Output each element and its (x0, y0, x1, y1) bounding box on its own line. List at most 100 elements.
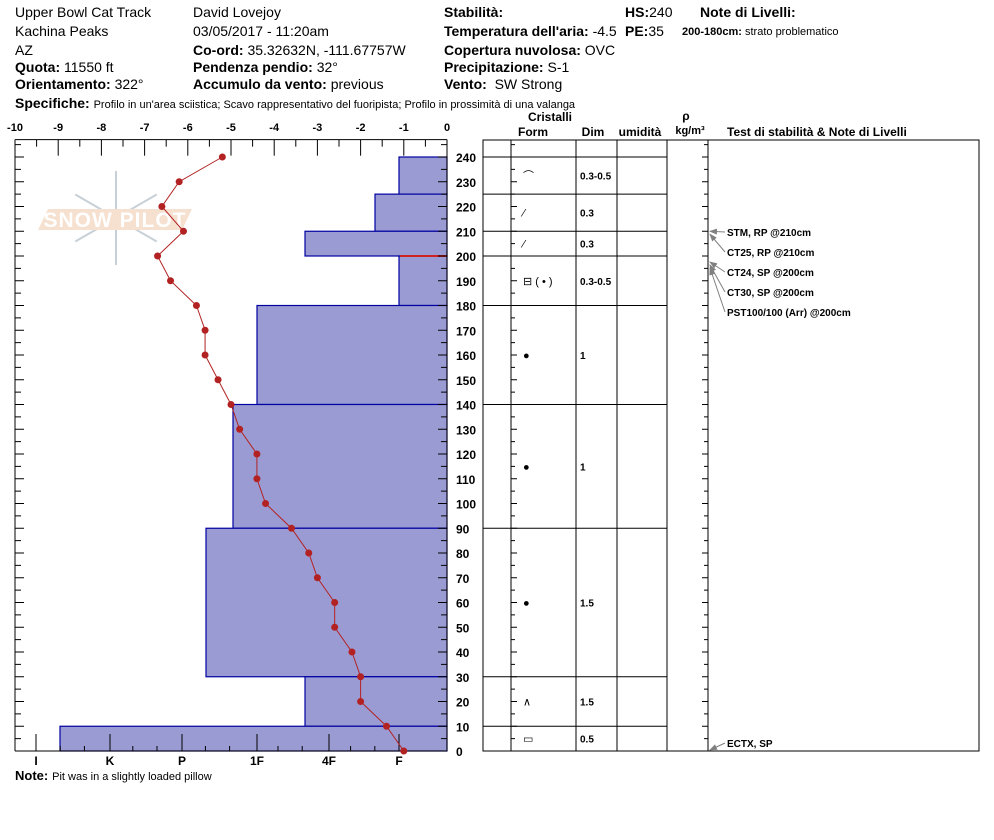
hardness-bar (398, 156, 448, 195)
location: Upper Bowl Cat Track (15, 4, 152, 20)
grain-size: 1.5 (580, 698, 594, 709)
depth-tick-label: 130 (456, 423, 476, 437)
temperature-point (214, 376, 222, 384)
temperature-point (313, 574, 321, 582)
grain-size: 0.3-0.5 (580, 172, 612, 183)
temperature-point (331, 599, 339, 606)
temperature-point (348, 648, 356, 656)
temperature-point (262, 500, 270, 507)
hardness-tick-label: P (178, 754, 186, 768)
depth-tick-label: 90 (456, 522, 470, 536)
grain-form-symbol: ⌒ (523, 170, 534, 183)
depth-tick-label: 160 (456, 349, 476, 363)
grain-form-symbol: ∧ (523, 697, 531, 709)
hardness-bar (374, 193, 448, 232)
state: AZ (15, 42, 33, 58)
depth-tick-label: 220 (456, 201, 476, 215)
hardness-tick-label: 1F (250, 754, 264, 768)
temperature-point (227, 401, 235, 408)
temperature-point (201, 326, 209, 334)
grain-size: 1 (580, 351, 586, 362)
temp-tick-label: -10 (7, 122, 23, 134)
temperature-point (236, 425, 244, 433)
note: Note: Pit was in a slightly loaded pillo… (15, 768, 212, 783)
datetime: 03/05/2017 - 11:20am (193, 23, 329, 39)
elevation: Quota: 11550 ft (15, 59, 114, 75)
temperature-point (175, 178, 183, 186)
depth-tick-label: 50 (456, 621, 470, 635)
hardness-bar (232, 403, 448, 529)
temp-tick-label: -5 (226, 122, 236, 134)
specifics: Specifiche: Profilo in un'area sciistica… (15, 95, 576, 111)
depth-tick-label: 150 (456, 374, 476, 388)
coordinates: Co-ord: 35.32632N, -111.67757W (193, 42, 406, 58)
temperature-point (201, 351, 209, 359)
grain-size: 1.5 (580, 599, 594, 610)
layer-note: 200-180cm: strato problematico (682, 26, 839, 38)
depth-tick-label: 180 (456, 300, 476, 314)
temperature-point (192, 302, 200, 309)
header-form: Form (518, 125, 548, 139)
depth-tick-label: 80 (456, 547, 470, 561)
observer: David Lovejoy (193, 4, 281, 20)
temp-tick-label: 0 (444, 122, 450, 134)
depth-tick-label: 0 (456, 745, 463, 759)
temperature-point (253, 475, 261, 483)
hardness-bar (256, 304, 448, 406)
depth-tick-label: 70 (456, 572, 470, 586)
temperature-point (357, 673, 365, 681)
stability-test-label: CT30, SP @200cm (727, 288, 814, 299)
depth-tick-label: 20 (456, 696, 470, 710)
grain-size: 0.3-0.5 (580, 277, 612, 288)
temperature-point (167, 277, 175, 285)
layer-notes-label: Note di Livelli: (700, 4, 796, 20)
header-density-symbol: ρ (682, 109, 689, 123)
hardness-bar (304, 230, 448, 257)
temperature-point (357, 698, 365, 705)
stability-test-label: CT25, RP @210cm (727, 248, 814, 259)
temperature-point (305, 549, 313, 557)
precipitation: Precipitazione: S-1 (444, 59, 570, 75)
temp-tick-label: -1 (399, 122, 409, 134)
stability-test-arrow (709, 742, 726, 751)
depth-tick-label: 210 (456, 225, 476, 239)
temp-tick-label: -3 (313, 122, 323, 134)
depth-tick-label: 10 (456, 720, 470, 734)
grain-form-symbol: ▭ (523, 734, 533, 746)
aspect: Orientamento: 322° (15, 76, 144, 92)
temperature-point (400, 747, 408, 755)
wind: Vento: SW Strong (444, 76, 563, 92)
temperature-point (287, 524, 295, 532)
grain-size: 0.5 (580, 735, 594, 746)
temp-tick-label: -2 (356, 122, 366, 134)
hardness-tick-label: 4F (322, 754, 336, 768)
hardness-bar (205, 527, 448, 678)
header-size: Dim (582, 125, 605, 139)
grain-form-symbol: ● (523, 461, 530, 473)
temp-tick-label: -8 (97, 122, 107, 134)
temp-tick-label: -6 (183, 122, 193, 134)
stability-test-label: ECTX, SP (727, 739, 773, 750)
air-temp: Temperatura dell'aria: -4.5 (444, 23, 617, 39)
depth-tick-label: 240 (456, 151, 476, 165)
stability-test-arrow (709, 228, 726, 235)
grain-size: 1 (580, 462, 586, 473)
grain-size: 0.3 (580, 209, 594, 220)
grain-form-symbol: ● (523, 350, 530, 362)
depth-tick-label: 190 (456, 275, 476, 289)
grain-form-symbol: ⁄ (520, 208, 527, 220)
layer-table-frame (482, 139, 980, 752)
header-tests: Test di stabilità & Note di Livelli (727, 125, 907, 139)
hs: HS:240 (625, 4, 673, 20)
snowpilot-logo: SNOW PILOT (38, 171, 192, 265)
stability-test-arrow (709, 261, 726, 273)
hardness-bar (304, 676, 448, 727)
temp-tick-label: -4 (269, 122, 280, 134)
slope: Pendenza pendio: 32° (193, 59, 338, 75)
temperature-point (154, 252, 162, 260)
temperature-point (218, 153, 226, 161)
temperature-point (383, 722, 391, 730)
temperature-point (179, 227, 187, 235)
depth-tick-label: 170 (456, 324, 476, 338)
